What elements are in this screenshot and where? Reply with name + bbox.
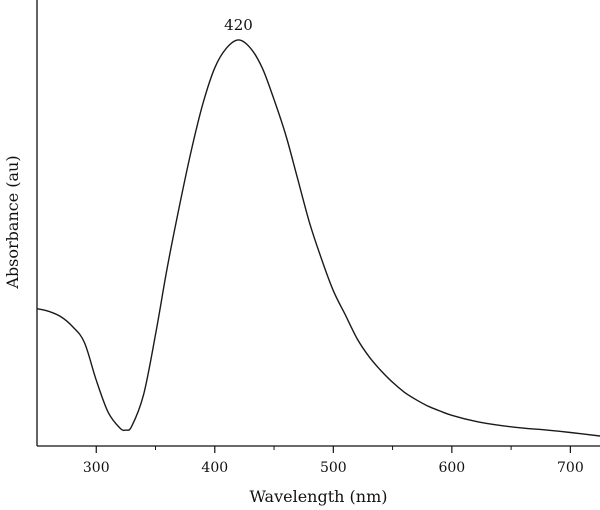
x-ticks: 300 400 500 600 700 xyxy=(83,446,584,476)
x-tick-label: 700 xyxy=(557,460,584,476)
x-tick-label: 500 xyxy=(320,460,347,476)
y-axis-label: Absorbance (au) xyxy=(3,155,22,289)
plot-area: 420 xyxy=(36,16,600,437)
x-axis-label: Wavelength (nm) xyxy=(249,487,387,506)
x-tick-label: 300 xyxy=(83,460,110,476)
axes xyxy=(36,0,600,447)
x-tick-label: 400 xyxy=(201,460,228,476)
x-tick-label: 600 xyxy=(438,460,465,476)
peak-label: 420 xyxy=(224,16,253,34)
absorbance-curve xyxy=(36,39,600,437)
